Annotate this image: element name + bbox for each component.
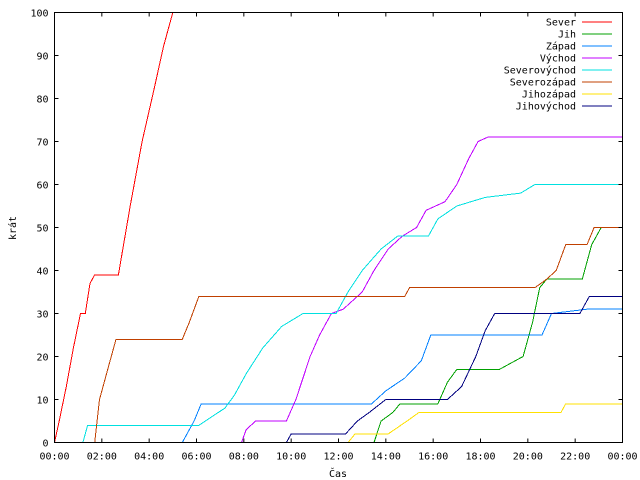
x-tick-label: 18:00 <box>465 452 495 463</box>
legend-label-jihovychod: Jihovýchod <box>516 101 576 113</box>
legend-label-sever: Sever <box>546 18 576 29</box>
y-tick-label: 80 <box>36 95 48 106</box>
series-line-jih <box>373 227 623 443</box>
y-tick-label: 50 <box>36 224 48 235</box>
y-tick-label: 70 <box>36 138 48 149</box>
y-tick-label: 60 <box>36 181 48 192</box>
ticks-layer: 00:00 02:00 04:00 06:00 08:00 10:00 12:00 14:00… <box>30 9 637 463</box>
y-tick-label: 100 <box>30 9 48 20</box>
x-tick-label: 20:00 <box>513 452 543 463</box>
y-axis-label: krát <box>7 216 19 240</box>
series-line-severozapad <box>94 227 623 443</box>
plot-frame <box>54 12 623 443</box>
series-line-sever <box>54 12 174 443</box>
legend-label-severovychod: Severovýchod <box>504 65 576 77</box>
y-tick-label: 90 <box>36 52 48 63</box>
x-tick-label: 08:00 <box>229 452 259 463</box>
series-line-vychod <box>241 136 623 443</box>
legend-label-zapad: Západ <box>546 41 576 53</box>
series-line-severovychod <box>82 184 623 443</box>
x-tick-label: 10:00 <box>276 452 306 463</box>
x-tick-label: 02:00 <box>87 452 117 463</box>
x-tick-label: 00:00 <box>39 452 69 463</box>
x-tick-label: 06:00 <box>181 452 211 463</box>
legend-label-vychod: Východ <box>540 53 576 65</box>
x-tick-label: 22:00 <box>560 452 590 463</box>
y-tick-label: 30 <box>36 310 48 321</box>
y-tick-label: 0 <box>42 439 48 450</box>
x-tick-label: 14:00 <box>371 452 401 463</box>
series-line-jihozapad <box>347 403 623 443</box>
legend-label-jih: Jih <box>558 30 576 41</box>
legend-label-severozapad: Severozápad <box>510 77 576 89</box>
x-tick-label: 00:00 <box>607 452 637 463</box>
series-layer <box>54 12 623 443</box>
series-line-jihovychod <box>285 295 623 443</box>
x-tick-label: 12:00 <box>323 452 353 463</box>
x-axis-label: Čas <box>329 467 347 480</box>
y-tick-label: 20 <box>36 353 48 364</box>
y-tick-label: 40 <box>36 267 48 278</box>
legend-label-jihozapad: Jihozápad <box>522 89 576 101</box>
x-tick-label: 16:00 <box>418 452 448 463</box>
y-tick-label: 10 <box>36 396 48 407</box>
x-tick-label: 04:00 <box>134 452 164 463</box>
legend: SeverJihZápadVýchodSeverovýchodSeverozáp… <box>504 18 612 113</box>
